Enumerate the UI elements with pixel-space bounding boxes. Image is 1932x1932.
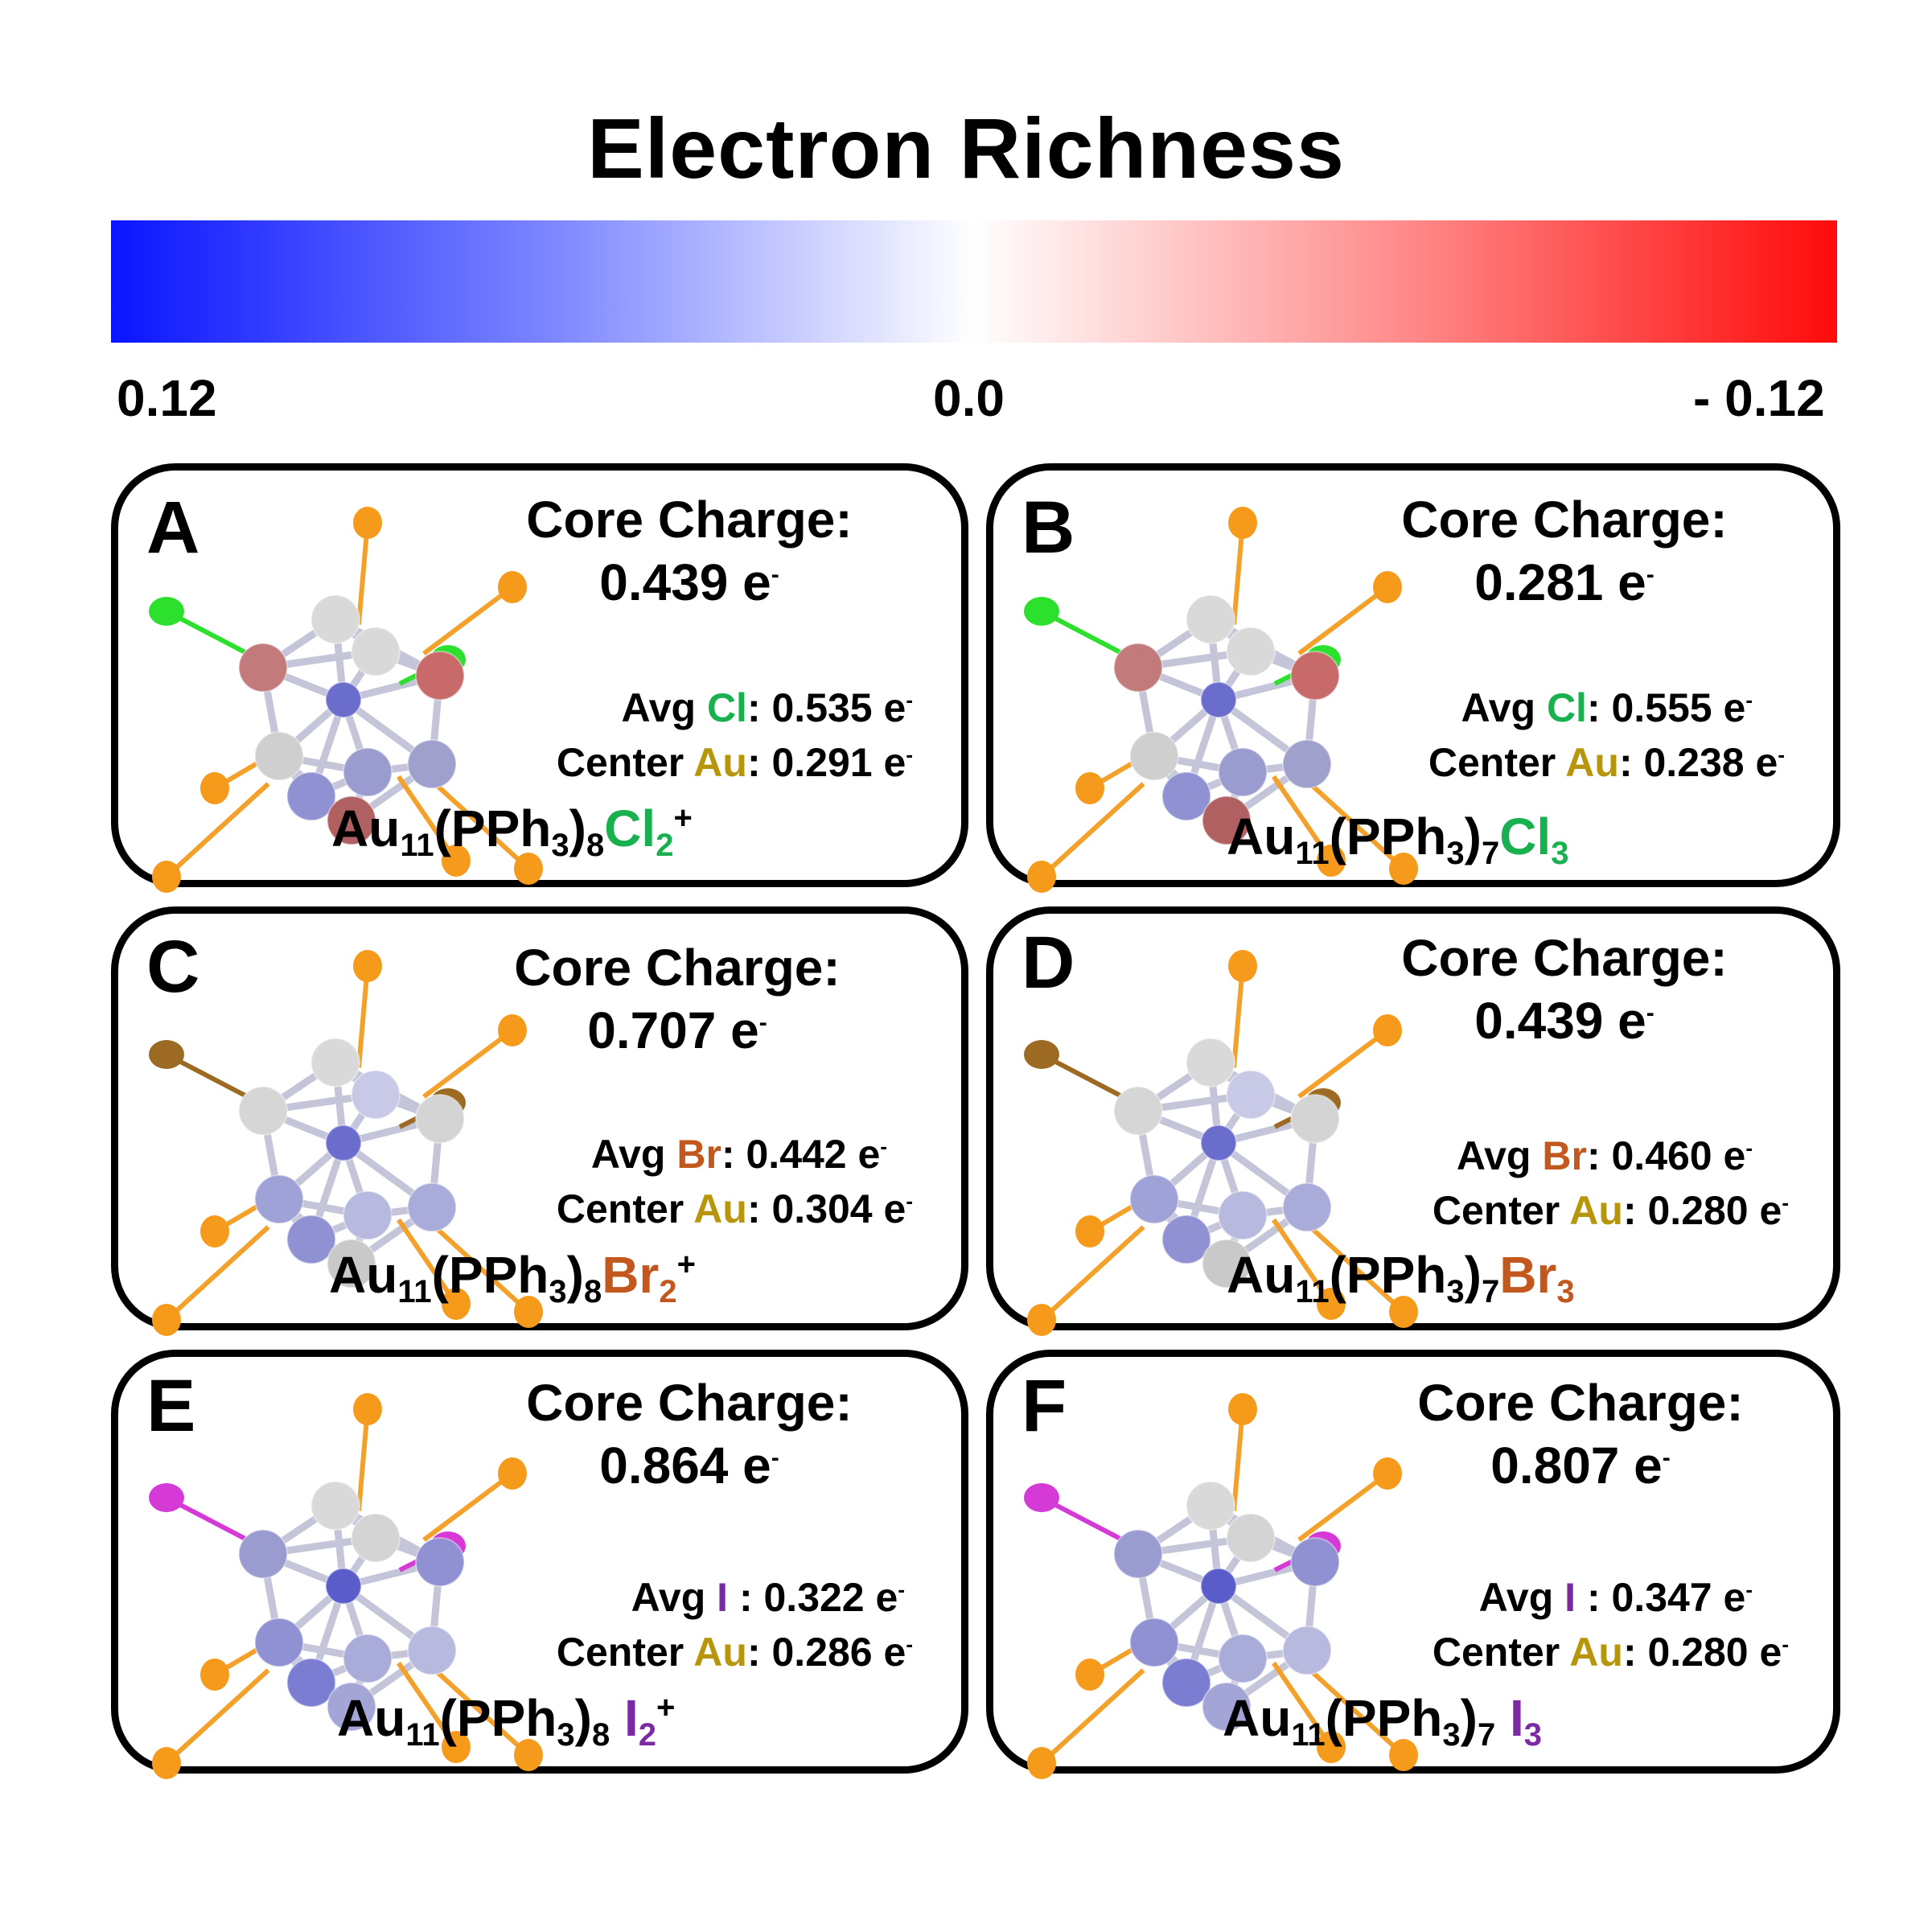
cluster-structure-image xyxy=(1024,950,1418,1336)
cluster-atoms xyxy=(1024,950,1418,1336)
center-au-charge: Center Au: 0.291 e- xyxy=(556,740,913,785)
core-charge-value: 0.864 e- xyxy=(599,1437,779,1494)
cluster-atoms xyxy=(149,950,543,1336)
panel-b: B Core Charge: 0.281 e- Avg Cl: 0.555 e-… xyxy=(986,463,1840,893)
panel-letter: D xyxy=(1021,922,1075,1004)
avg-halide-charge: Avg I : 0.347 e- xyxy=(1478,1575,1753,1620)
core-charge-value: 0.707 e- xyxy=(587,1001,767,1059)
colorbar-right-label: - 0.12 xyxy=(1693,369,1825,427)
avg-halide-charge: Avg Br: 0.460 e- xyxy=(1456,1133,1753,1178)
cluster-formula: Au11(PPh3)8 I2+ xyxy=(337,1689,676,1753)
cluster-atoms xyxy=(1024,1393,1418,1779)
core-charge-value: 0.807 e- xyxy=(1490,1437,1671,1494)
core-charge-label: Core Charge: xyxy=(526,1374,853,1432)
cluster-structure-image xyxy=(149,1393,543,1779)
center-au-charge: Center Au: 0.280 e- xyxy=(1432,1630,1789,1675)
core-charge-label: Core Charge: xyxy=(1417,1374,1744,1432)
core-charge-value: 0.281 e- xyxy=(1474,553,1655,611)
cluster-atoms xyxy=(1024,507,1418,893)
panel-e: E Core Charge: 0.864 e- Avg I : 0.322 e-… xyxy=(111,1350,968,1779)
cluster-structure-image xyxy=(149,507,543,893)
panel-letter: A xyxy=(146,487,200,569)
center-au-charge: Center Au: 0.280 e- xyxy=(1432,1188,1789,1233)
core-charge-value: 0.439 e- xyxy=(1474,992,1655,1050)
figure-title: Electron Richness xyxy=(587,101,1345,196)
panel-d: D Core Charge: 0.439 e- Avg Br: 0.460 e-… xyxy=(986,906,1840,1336)
cluster-atoms xyxy=(149,507,543,893)
avg-halide-charge: Avg Cl: 0.555 e- xyxy=(1461,685,1753,730)
panel-f: F Core Charge: 0.807 e- Avg I : 0.347 e-… xyxy=(986,1350,1840,1779)
cluster-formula: Au11(PPh3)7Br3 xyxy=(1227,1246,1575,1309)
cluster-structure-image xyxy=(1024,507,1418,893)
cluster-atoms xyxy=(149,1393,543,1779)
electron-richness-colorbar xyxy=(111,220,1837,343)
colorbar-left-label: 0.12 xyxy=(117,369,217,427)
cluster-structure-image xyxy=(149,950,543,1336)
cluster-formula: Au11(PPh3)8Br2+ xyxy=(329,1246,696,1309)
core-charge-value: 0.439 e- xyxy=(599,553,779,611)
center-au-charge: Center Au: 0.304 e- xyxy=(556,1186,913,1231)
center-au-charge: Center Au: 0.238 e- xyxy=(1428,740,1785,785)
avg-halide-charge: Avg I : 0.322 e- xyxy=(631,1575,905,1620)
avg-halide-charge: Avg Br: 0.442 e- xyxy=(590,1132,887,1177)
avg-halide-charge: Avg Cl: 0.535 e- xyxy=(621,685,913,730)
core-charge-label: Core Charge: xyxy=(1401,491,1728,549)
cluster-formula: Au11(PPh3)7 I3 xyxy=(1223,1689,1543,1753)
panel-a: A Core Charge: 0.439 e- Avg Cl: 0.535 e-… xyxy=(111,463,968,893)
panel-letter: B xyxy=(1021,487,1075,569)
center-au-charge: Center Au: 0.286 e- xyxy=(556,1630,913,1675)
core-charge-label: Core Charge: xyxy=(514,939,841,997)
cluster-formula: Au11(PPh3)8Cl2+ xyxy=(331,800,693,863)
cluster-structure-image xyxy=(1024,1393,1418,1779)
panel-c: C Core Charge: 0.707 e- Avg Br: 0.442 e-… xyxy=(111,906,968,1336)
panel-letter: E xyxy=(146,1365,196,1447)
colorbar-mid-label: 0.0 xyxy=(933,369,1005,427)
panel-letter: F xyxy=(1021,1365,1067,1447)
cluster-formula: Au11(PPh3)7Cl3 xyxy=(1227,808,1569,871)
core-charge-label: Core Charge: xyxy=(526,491,853,549)
panel-letter: C xyxy=(146,926,200,1008)
core-charge-label: Core Charge: xyxy=(1401,929,1728,987)
